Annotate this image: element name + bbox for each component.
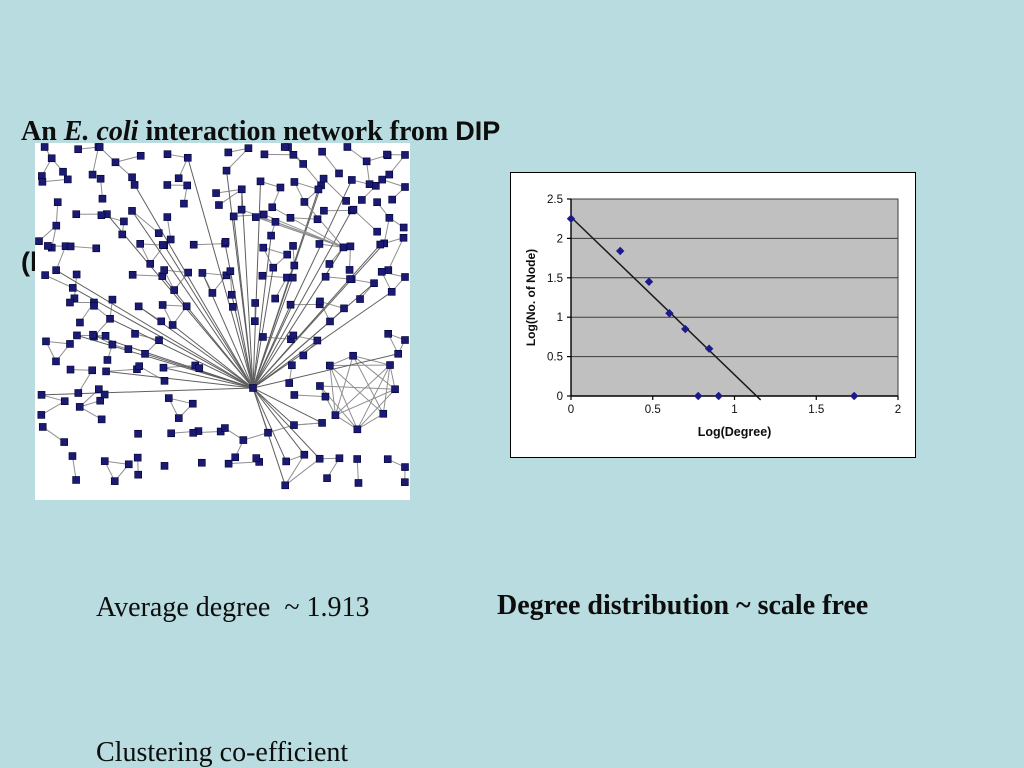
average-degree-text: Average degree ~ 1.913	[96, 592, 370, 623]
svg-text:Log(No. of Node): Log(No. of Node)	[524, 249, 538, 346]
svg-text:1: 1	[557, 312, 563, 324]
svg-text:1.5: 1.5	[547, 273, 563, 285]
title-text-dip: DIP	[455, 116, 501, 146]
degree-distribution-text: Degree distribution ~ scale free	[497, 590, 869, 621]
title-text-an: An	[21, 116, 64, 147]
clustering-coefficient-text: Clustering co-efficient = 0.29	[96, 650, 348, 768]
network-figure	[35, 143, 410, 500]
svg-text:2.5: 2.5	[547, 194, 563, 206]
svg-text:0.5: 0.5	[645, 404, 661, 416]
svg-text:2: 2	[557, 233, 563, 245]
title-line-1: An E. coli interaction network from DIP	[21, 110, 500, 157]
title-text-network: interaction network from	[138, 116, 456, 147]
svg-text:Log(Degree): Log(Degree)	[698, 425, 772, 439]
degree-distribution-chart: 0 0.5 1 1.5 2 2.5 0 0.5 1 1.5 2 Log(No. of Node) Log…	[510, 172, 916, 458]
svg-text:2: 2	[895, 404, 901, 416]
svg-text:0.5: 0.5	[547, 352, 563, 364]
scatter-plot: 0 0.5 1 1.5 2 2.5 0 0.5 1 1.5 2 Log(No. of Node) Log…	[524, 194, 901, 439]
svg-text:1: 1	[731, 404, 737, 416]
clustering-line-1: Clustering co-efficient	[96, 737, 349, 768]
svg-text:1.5: 1.5	[808, 404, 824, 416]
svg-text:0: 0	[557, 391, 563, 403]
svg-text:0: 0	[568, 404, 574, 416]
title-text-ecoli: E. coli	[63, 116, 139, 147]
network-graph	[35, 143, 409, 490]
